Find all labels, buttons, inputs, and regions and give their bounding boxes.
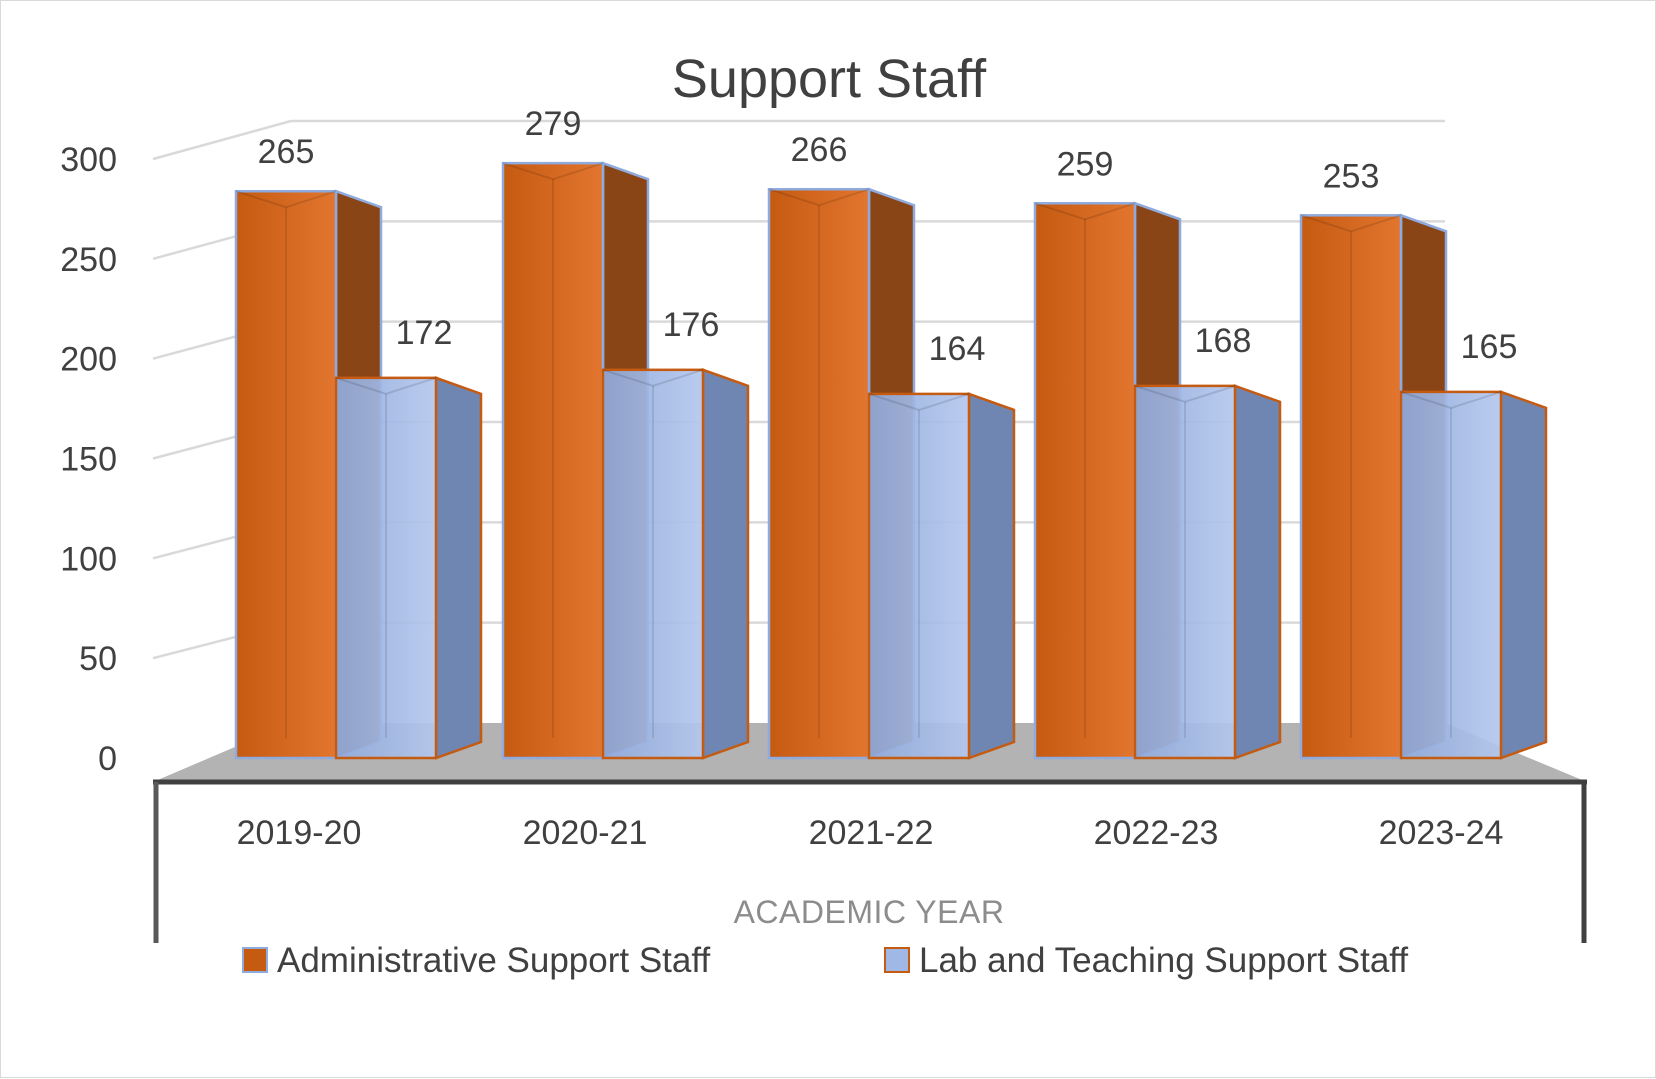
y-tick-label: 50	[79, 640, 117, 678]
data-label-administrative: 265	[258, 133, 315, 171]
data-label-lab-teaching: 172	[396, 314, 453, 352]
y-tick-label: 0	[98, 740, 117, 778]
y-tick-label: 100	[60, 540, 117, 578]
x-category-label: 2023-24	[1379, 814, 1504, 852]
lab-bar-face	[867, 392, 971, 760]
y-tick-label: 250	[60, 241, 117, 279]
lab-bar-edge	[335, 376, 437, 395]
x-category-label: 2020-21	[523, 814, 648, 852]
lab-bar-face	[334, 376, 438, 760]
lab-bar	[1399, 390, 1548, 760]
data-label-lab-teaching: 176	[663, 306, 720, 344]
admin-bar-face	[1033, 202, 1137, 760]
legend-swatch-administrative	[242, 947, 268, 973]
admin-bar-edge	[235, 190, 337, 209]
legend-label-administrative: Administrative Support Staff	[277, 941, 710, 980]
x-axis-categories: 2019-20 2020-21 2021-22 2022-23 2023-24	[237, 814, 1504, 852]
data-label-administrative: 279	[525, 105, 582, 143]
lab-bar	[1133, 384, 1282, 760]
admin-bar-edge	[768, 188, 870, 207]
x-category-label: 2019-20	[237, 814, 362, 852]
lab-bar-side	[701, 368, 750, 760]
data-label-lab-teaching: 165	[1461, 328, 1518, 366]
x-category-label: 2021-22	[809, 814, 934, 852]
lab-bar	[867, 392, 1016, 760]
lab-bar-edge	[1400, 390, 1502, 409]
admin-bar-edge	[1300, 214, 1402, 233]
y-tick-label: 150	[60, 441, 117, 479]
data-label-lab-teaching: 164	[929, 330, 986, 368]
lab-bar-side	[1233, 384, 1282, 760]
data-label-administrative: 266	[791, 131, 848, 169]
lab-bar-face	[1399, 390, 1503, 760]
admin-bar-edge	[502, 162, 604, 181]
bar-layer	[234, 161, 1548, 760]
admin-bar-edge	[1034, 202, 1136, 221]
lab-bar-side	[1499, 390, 1548, 760]
admin-bar-face	[501, 161, 605, 760]
chart-title: Support Staff	[672, 49, 987, 109]
lab-bar-face	[601, 368, 705, 760]
data-label-lab-teaching: 168	[1195, 322, 1252, 360]
lab-bar-edge	[868, 392, 970, 411]
lab-bar-side	[434, 376, 483, 760]
y-tick-label: 300	[60, 141, 117, 179]
y-tick-label: 200	[60, 341, 117, 379]
x-category-label: 2022-23	[1094, 814, 1219, 852]
y-axis-ticks: 0 50 100 150 200 250 300	[60, 141, 117, 778]
lab-bar-edge	[602, 368, 704, 387]
legend-swatch-lab-teaching	[884, 947, 910, 973]
lab-bar-edge	[1134, 384, 1236, 403]
data-labels: 265 172 279 176 266 164 259 168 253 165	[258, 105, 1518, 368]
lab-bar-face	[1133, 384, 1237, 760]
admin-bar-face	[767, 187, 871, 760]
lab-bar-side	[967, 392, 1016, 760]
data-label-administrative: 259	[1057, 145, 1114, 183]
lab-bar	[601, 368, 750, 760]
gridline-diagonal	[152, 119, 292, 161]
legend-label-lab-teaching: Lab and Teaching Support Staff	[919, 941, 1408, 980]
legend: Administrative Support Staff Lab and Tea…	[242, 941, 1408, 980]
data-label-administrative: 253	[1323, 157, 1380, 195]
lab-bar	[334, 376, 483, 760]
x-axis-title: ACADEMIC YEAR	[734, 894, 1005, 930]
